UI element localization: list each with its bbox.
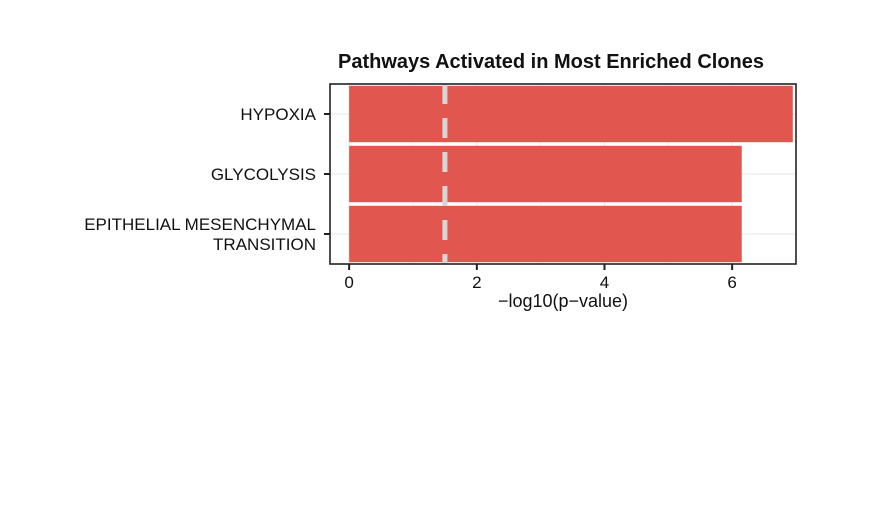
bar <box>349 145 742 203</box>
chart-title: Pathways Activated in Most Enriched Clon… <box>338 51 764 73</box>
y-axis: HYPOXIA GLYCOLYSIS EPITHELIAL MESENCHYMALT… <box>84 105 330 254</box>
x-tick-label: 6 <box>727 273 736 292</box>
y-tick-label: GLYCOLYSIS <box>211 165 316 184</box>
x-axis: 0 2 4 6 <box>344 264 737 292</box>
bar <box>349 85 793 143</box>
x-axis-label: −log10(p−value) <box>498 291 628 311</box>
y-tick-label: TRANSITION <box>213 235 316 254</box>
y-tick-label: HYPOXIA <box>240 105 316 124</box>
y-tick-label: EPITHELIAL MESENCHYMAL <box>84 215 316 234</box>
x-tick-label: 0 <box>344 273 353 292</box>
x-tick-label: 4 <box>600 273 609 292</box>
bar <box>349 205 742 263</box>
bars <box>349 85 793 263</box>
x-tick-label: 2 <box>472 273 481 292</box>
